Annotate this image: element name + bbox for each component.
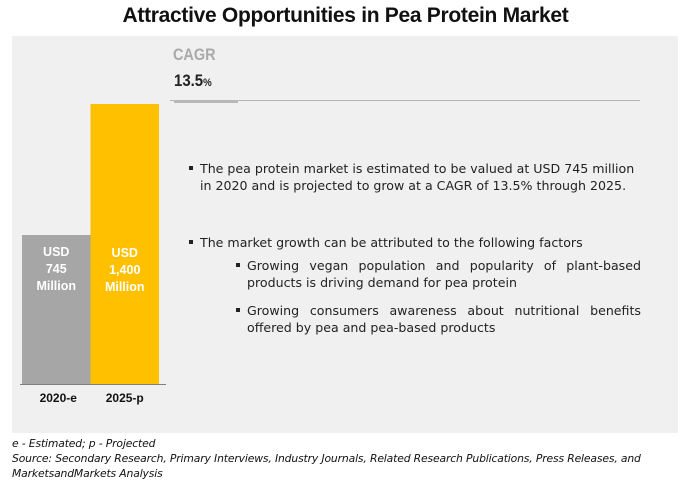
source-note: Source: Secondary Research, Primary Inte… bbox=[12, 452, 641, 480]
bar-data-label: 745 bbox=[46, 262, 67, 276]
bullet-text: The market growth can be attributed to t… bbox=[200, 235, 583, 250]
bullet-text: Growing consumers awareness about nutrit… bbox=[247, 303, 641, 335]
bar-data-label: Million bbox=[36, 279, 76, 293]
cagr-unit: % bbox=[203, 77, 212, 89]
footer-notes: e - Estimated; p - Projected Source: Sec… bbox=[12, 436, 682, 481]
bullet-2: The market growth can be attributed to t… bbox=[189, 234, 641, 251]
bullet-square-icon bbox=[189, 166, 193, 170]
bullet-square-icon bbox=[236, 308, 240, 312]
bar-data-label: USD bbox=[112, 246, 138, 260]
cagr-number: 13.5 bbox=[174, 71, 204, 90]
x-tick-label: 2025-p bbox=[106, 391, 144, 405]
bar-2020-e bbox=[22, 235, 91, 384]
x-tick-label: 2020-e bbox=[40, 391, 78, 405]
key-points: The pea protein market is estimated to b… bbox=[189, 160, 641, 336]
bullet-square-icon bbox=[236, 263, 240, 267]
bullet-square-icon bbox=[189, 240, 193, 244]
abbreviation-note: e - Estimated; p - Projected bbox=[12, 437, 156, 450]
cagr-divider bbox=[170, 100, 640, 101]
bullet-text: The pea protein market is estimated to b… bbox=[200, 161, 635, 193]
bar-data-label: Million bbox=[105, 280, 145, 294]
bar-2025-p bbox=[90, 104, 159, 384]
page-title: Attractive Opportunities in Pea Protein … bbox=[122, 4, 569, 27]
cagr-label: CAGR bbox=[173, 45, 216, 64]
cagr-value: 13.5% bbox=[174, 71, 212, 91]
cagr-accent-bar bbox=[174, 100, 238, 103]
bar-data-label: USD bbox=[43, 245, 69, 259]
bar-data-label: 1,400 bbox=[109, 263, 140, 277]
bullet-1: The pea protein market is estimated to b… bbox=[189, 160, 641, 194]
sub-bullet-2: Growing consumers awareness about nutrit… bbox=[236, 302, 641, 336]
sub-bullet-1: Growing vegan population and popularity … bbox=[236, 257, 641, 291]
bullet-text: Growing vegan population and popularity … bbox=[247, 258, 641, 290]
